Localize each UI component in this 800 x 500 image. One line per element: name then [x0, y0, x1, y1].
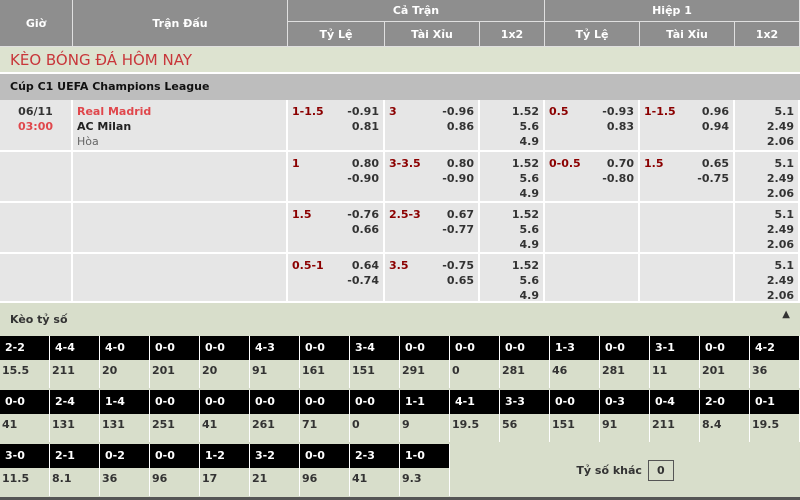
score-cell[interactable]: 0-0 201 — [150, 336, 200, 388]
handicap-cell[interactable]: 1-1.5 -0.91 0.81 — [288, 100, 385, 150]
col-h1-ty-le: Tỷ Lệ — [545, 22, 640, 47]
handicap-cell[interactable]: 0.5-1 0.64 -0.74 — [288, 254, 385, 301]
score-cell[interactable]: 0-0 151 — [550, 390, 600, 442]
col-ty-le: Tỷ Lệ — [288, 22, 385, 47]
score-cell[interactable]: 0-0 281 — [600, 336, 650, 388]
odds-row: 1 0.80 -0.90 3-3.5 0.80 -0.90 1.52 5.6 4.9 0-0.5 0… — [0, 152, 800, 203]
league-name[interactable]: Cúp C1 UEFA Champions League — [0, 74, 800, 100]
score-cell[interactable]: 0-0 96 — [150, 444, 200, 496]
away-team[interactable]: AC Milan — [77, 120, 132, 133]
handicap-cell[interactable]: 1 0.80 -0.90 — [288, 152, 385, 201]
h1-1x2-cell[interactable]: 5.1 2.49 2.06 — [735, 100, 800, 150]
score-cell[interactable]: 1-3 46 — [550, 336, 600, 388]
table-header: Giờ Trận Đấu Cả Trận Hiệp 1 Tỷ Lệ Tài Xỉ… — [0, 0, 800, 47]
score-odds-section: Kèo tỷ số ▲ 2-2 15.5 4-4 211 4-0 20 0-0 201 0-0 2… — [0, 303, 800, 500]
other-score: Tỷ số khác 0 — [450, 444, 800, 496]
col-ca-tran: Cả Trận — [288, 0, 545, 22]
handicap-cell[interactable]: 1.5 -0.76 0.66 — [288, 203, 385, 252]
score-cell[interactable]: 1-4 131 — [100, 390, 150, 442]
over-under-cell[interactable]: 3.5 -0.75 0.65 — [385, 254, 480, 301]
h1-handicap-cell[interactable] — [545, 254, 640, 301]
divider — [0, 497, 800, 500]
1x2-cell[interactable]: 1.52 5.6 4.9 — [480, 100, 545, 150]
score-cell[interactable]: 2-3 41 — [350, 444, 400, 496]
col-tran-dau: Trận Đấu — [73, 0, 288, 47]
score-cell[interactable]: 0-0 96 — [300, 444, 350, 496]
over-under-cell[interactable]: 2.5-3 0.67 -0.77 — [385, 203, 480, 252]
score-cell[interactable]: 0-0 261 — [250, 390, 300, 442]
score-cell[interactable]: 2-1 8.1 — [50, 444, 100, 496]
col-1x2: 1x2 — [480, 22, 545, 47]
h1-over-under-cell[interactable] — [640, 203, 735, 252]
score-cell[interactable]: 0-1 19.5 — [750, 390, 800, 442]
1x2-cell[interactable]: 1.52 5.6 4.9 — [480, 254, 545, 302]
score-cell[interactable]: 4-1 19.5 — [450, 390, 500, 442]
h1-over-under-cell[interactable]: 1.5 0.65 -0.75 — [640, 152, 735, 201]
score-cell[interactable]: 0-0 161 — [300, 336, 350, 388]
score-cell[interactable]: 0-0 251 — [150, 390, 200, 442]
score-cell[interactable]: 1-2 17 — [200, 444, 250, 496]
h1-handicap-cell[interactable] — [545, 203, 640, 252]
score-cell[interactable]: 2-4 131 — [50, 390, 100, 442]
h1-1x2-cell[interactable]: 5.1 2.49 2.06 — [735, 203, 800, 252]
score-cell[interactable]: 1-0 9.3 — [400, 444, 450, 496]
col-h1-tai-xiu: Tài Xỉu — [640, 22, 735, 47]
score-cell[interactable]: 0-0 41 — [0, 390, 50, 442]
col-hiep1: Hiệp 1 — [545, 0, 800, 22]
score-cell[interactable]: 0-0 41 — [200, 390, 250, 442]
over-under-cell[interactable]: 3-3.5 0.80 -0.90 — [385, 152, 480, 201]
col-tai-xiu: Tài Xỉu — [385, 22, 480, 47]
score-cell[interactable]: 4-2 36 — [750, 336, 800, 388]
col-gio: Giờ — [0, 0, 73, 47]
collapse-icon[interactable]: ▲ — [782, 309, 790, 320]
odds-row: 1.5 -0.76 0.66 2.5-3 0.67 -0.77 1.52 5.6 4.9 5.1 2… — [0, 203, 800, 254]
score-cell[interactable]: 0-4 211 — [650, 390, 700, 442]
other-score-label: Tỷ số khác — [576, 463, 642, 477]
col-h1-1x2: 1x2 — [735, 22, 800, 47]
score-cell[interactable]: 0-0 281 — [500, 336, 550, 388]
odds-row: 0.5-1 0.64 -0.74 3.5 -0.75 0.65 1.52 5.6 4.9 5.1 2… — [0, 254, 800, 303]
score-cell[interactable]: 0-0 71 — [300, 390, 350, 442]
h1-1x2-cell[interactable]: 5.1 2.49 2.06 — [735, 254, 800, 302]
score-cell[interactable]: 0-0 20 — [200, 336, 250, 388]
score-cell[interactable]: 4-3 91 — [250, 336, 300, 388]
score-cell[interactable]: 0-0 201 — [700, 336, 750, 388]
score-cell[interactable]: 0-0 291 — [400, 336, 450, 388]
score-section-title: Kèo tỷ số — [10, 313, 68, 326]
match-date: 06/11 — [18, 105, 53, 118]
score-cell[interactable]: 3-2 21 — [250, 444, 300, 496]
score-cell[interactable]: 0-2 36 — [100, 444, 150, 496]
score-cell[interactable]: 3-1 11 — [650, 336, 700, 388]
odds-row: 06/11 03:00 Real Madrid AC Milan Hòa 1-1.5 -0.… — [0, 100, 800, 152]
over-under-cell[interactable]: 3 -0.96 0.86 — [385, 100, 480, 150]
draw-label: Hòa — [77, 135, 99, 148]
score-cell[interactable]: 0-0 0 — [450, 336, 500, 388]
home-team[interactable]: Real Madrid — [77, 105, 152, 118]
1x2-cell[interactable]: 1.52 5.6 4.9 — [480, 152, 545, 201]
page-title: KÈO BÓNG ĐÁ HÔM NAY — [0, 47, 800, 73]
h1-handicap-cell[interactable]: 0.5 -0.93 0.83 — [545, 100, 640, 150]
score-cell[interactable]: 2-2 15.5 — [0, 336, 50, 388]
h1-over-under-cell[interactable] — [640, 254, 735, 301]
other-score-value: 0 — [647, 459, 674, 481]
h1-handicap-cell[interactable]: 0-0.5 0.70 -0.80 — [545, 152, 640, 201]
h1-over-under-cell[interactable]: 1-1.5 0.96 0.94 — [640, 100, 735, 150]
score-cell[interactable]: 3-3 56 — [500, 390, 550, 442]
score-cell[interactable]: 3-4 151 — [350, 336, 400, 388]
score-cell[interactable]: 0-0 0 — [350, 390, 400, 442]
score-cell[interactable]: 2-0 8.4 — [700, 390, 750, 442]
1x2-cell[interactable]: 1.52 5.6 4.9 — [480, 203, 545, 252]
match-time: 03:00 — [17, 120, 53, 133]
score-cell[interactable]: 1-1 9 — [400, 390, 450, 442]
score-cell[interactable]: 4-4 211 — [50, 336, 100, 388]
score-cell[interactable]: 4-0 20 — [100, 336, 150, 388]
score-cell[interactable]: 0-3 91 — [600, 390, 650, 442]
h1-1x2-cell[interactable]: 5.1 2.49 2.06 — [735, 152, 800, 201]
score-cell[interactable]: 3-0 11.5 — [0, 444, 50, 496]
